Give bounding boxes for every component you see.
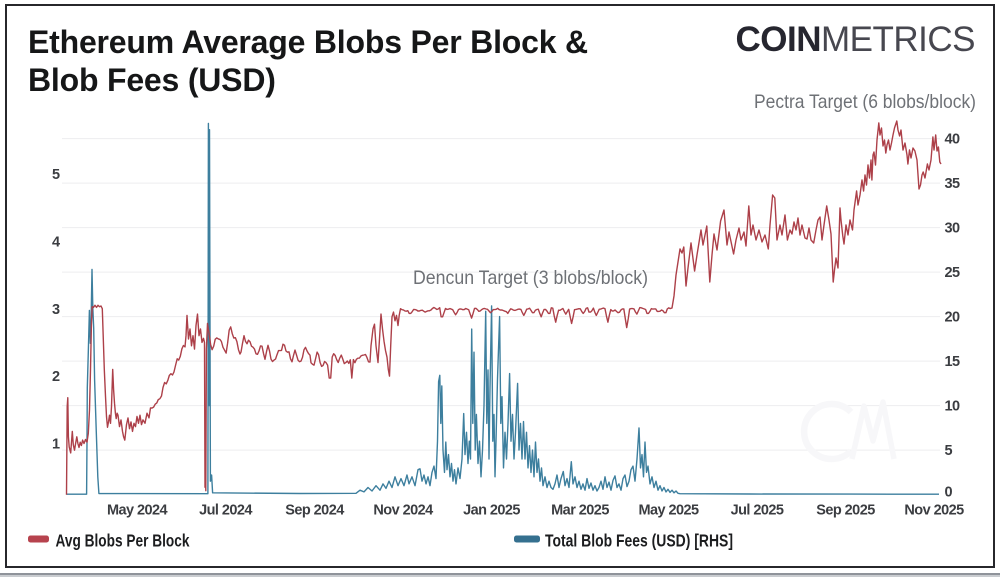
svg-text:Total Blob Fees (USD) [RHS]: Total Blob Fees (USD) [RHS] bbox=[545, 531, 733, 551]
svg-text:Dencun Target (3 blobs/block): Dencun Target (3 blobs/block) bbox=[413, 267, 648, 289]
svg-text:30: 30 bbox=[945, 221, 961, 237]
svg-text:1: 1 bbox=[52, 437, 60, 453]
svg-text:Mar 2025: Mar 2025 bbox=[551, 503, 609, 519]
svg-text:Pectra Target (6 blobs/block): Pectra Target (6 blobs/block) bbox=[754, 91, 976, 113]
svg-text:40: 40 bbox=[945, 132, 961, 148]
svg-text:3: 3 bbox=[52, 302, 60, 318]
svg-text:Jul 2024: Jul 2024 bbox=[199, 503, 252, 519]
svg-text:May 2024: May 2024 bbox=[107, 503, 168, 519]
svg-text:20: 20 bbox=[945, 310, 961, 326]
svg-text:Jan 2025: Jan 2025 bbox=[463, 503, 520, 519]
svg-text:Nov 2025: Nov 2025 bbox=[904, 503, 964, 519]
svg-text:35: 35 bbox=[945, 176, 961, 192]
svg-text:Sep 2024: Sep 2024 bbox=[285, 503, 344, 519]
svg-text:5: 5 bbox=[945, 443, 953, 459]
svg-text:Jul 2025: Jul 2025 bbox=[731, 503, 784, 519]
svg-text:Nov 2024: Nov 2024 bbox=[373, 503, 433, 519]
svg-text:25: 25 bbox=[945, 265, 961, 281]
svg-text:0: 0 bbox=[945, 485, 953, 501]
svg-text:May 2025: May 2025 bbox=[638, 503, 699, 519]
svg-text:5: 5 bbox=[52, 167, 60, 183]
svg-text:15: 15 bbox=[945, 354, 961, 370]
svg-text:Avg Blobs Per Block: Avg Blobs Per Block bbox=[56, 531, 190, 551]
svg-text:10: 10 bbox=[945, 399, 961, 415]
svg-text:Sep 2025: Sep 2025 bbox=[816, 503, 875, 519]
svg-text:2: 2 bbox=[52, 369, 60, 385]
svg-text:4: 4 bbox=[52, 234, 60, 250]
